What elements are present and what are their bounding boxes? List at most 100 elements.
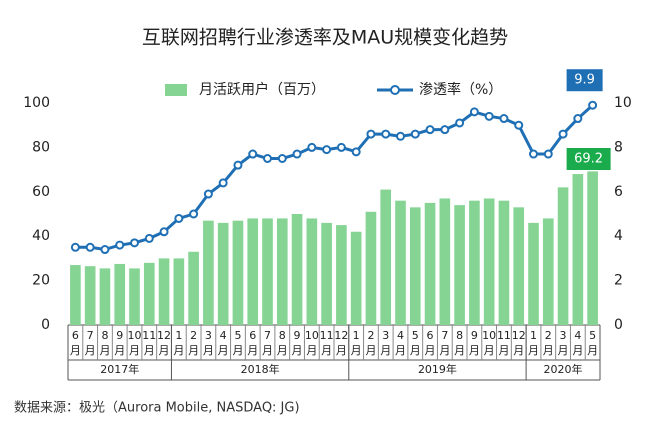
y-tick-label: 40 [32,228,50,244]
x-tick-unit: 月 [543,344,554,357]
line-marker [263,154,272,163]
x-tick-unit: 月 [144,344,155,357]
line-marker [203,189,213,199]
bar [114,263,126,325]
x-tick-unit: 月 [454,344,465,357]
year-label: 2018年 [241,362,280,376]
x-tick-label: 8 [279,329,286,342]
line-marker [381,129,391,139]
x-tick-unit: 月 [85,344,96,357]
legend-label: 渗透率（%） [419,81,502,98]
line-marker [292,149,302,159]
x-tick-label: 3 [560,329,567,342]
line-marker [499,114,509,124]
x-tick-unit: 月 [262,344,273,357]
line-marker [85,242,95,252]
x-tick-unit: 月 [321,344,332,357]
x-tick-label: 3 [382,329,389,342]
bar [262,218,273,325]
bar [542,218,554,325]
line-marker [455,118,465,128]
bar [173,258,185,325]
x-tick-label: 10 [305,329,319,342]
label-box [566,148,611,170]
x-tick-unit: 月 [365,344,376,357]
x-tick-label: 6 [72,329,79,342]
year-label: 2019年 [418,362,457,376]
line-marker [469,107,479,117]
legend-marker [390,85,400,95]
y-tick-label: 20 [32,273,50,289]
bar [395,200,406,325]
bar [247,218,259,325]
line-marker [366,129,376,139]
line-marker [189,209,199,219]
bar [498,200,510,325]
x-tick-label: 1 [175,329,182,342]
x-tick-unit: 月 [277,344,288,357]
x-tick-unit: 月 [484,344,495,357]
x-tick-unit: 月 [425,344,436,357]
line-marker [159,227,169,237]
bar [276,218,288,325]
y-tick-label: 0 [41,317,50,333]
bar [143,262,155,325]
bar [439,198,451,325]
x-tick-label: 3 [205,329,212,342]
bar [365,211,377,325]
line-marker [440,125,450,135]
x-tick-unit: 月 [129,344,140,357]
line-marker [396,131,405,141]
bar [203,220,214,325]
line-marker [558,129,568,139]
y2-tick-label: 0 [614,317,623,333]
x-tick-label: 10 [128,329,142,342]
x-tick-unit: 月 [469,344,480,357]
y2-tick-label: 2 [614,273,623,289]
x-tick-label: 6 [427,329,434,342]
x-tick-unit: 月 [99,344,110,357]
line-marker [115,240,125,250]
x-tick-unit: 月 [351,344,362,357]
bar [188,251,199,325]
line-marker [514,120,524,130]
x-tick-unit: 月 [395,344,406,357]
x-tick-unit: 月 [528,344,539,357]
line-marker [484,111,494,121]
x-tick-unit: 月 [498,344,509,357]
line-marker [410,129,420,139]
x-tick-label: 1 [530,329,537,342]
label-box [566,69,603,92]
bar [454,205,465,325]
line-marker [336,142,346,152]
y2-tick-label: 10 [614,95,632,111]
bar [572,174,584,325]
x-tick-label: 12 [512,329,526,342]
bar [158,258,170,325]
x-tick-label: 2 [190,329,197,342]
bar [99,268,111,325]
x-tick-unit: 月 [247,344,258,357]
x-tick-label: 12 [334,329,348,342]
line-marker [233,160,243,170]
x-tick-unit: 月 [173,344,184,357]
year-label: 2017年 [100,362,139,376]
x-tick-label: 9 [116,329,123,342]
x-tick-unit: 月 [380,344,391,357]
x-tick-label: 11 [142,329,156,342]
line-marker [70,242,80,252]
line-marker [174,213,184,223]
bar [528,222,539,325]
line-marker [588,100,598,110]
bar [483,198,495,325]
x-tick-unit: 月 [306,344,317,357]
legend-label: 月活跃用户（百万） [199,81,325,98]
x-tick-label: 4 [574,329,581,342]
y2-tick-label: 6 [614,184,623,200]
y-tick-label: 80 [32,139,50,155]
x-tick-unit: 月 [232,344,243,357]
bar [306,218,318,325]
chart-title: 互联网招聘行业渗透率及MAU规模变化趋势 [142,27,508,49]
line-marker [543,149,553,159]
